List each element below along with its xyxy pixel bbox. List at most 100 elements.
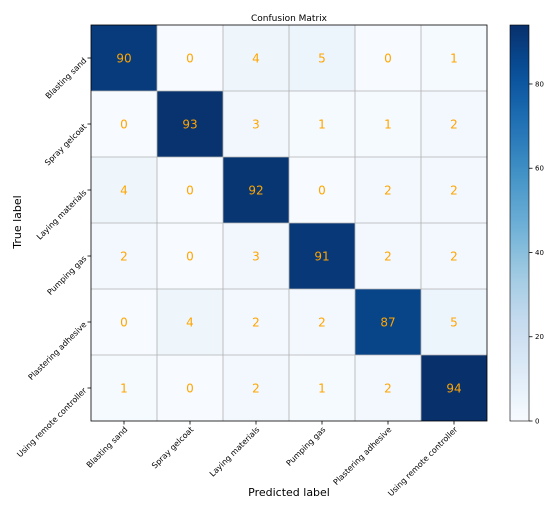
heatmap-cell: [421, 91, 487, 157]
cell-value-label: 93: [182, 118, 197, 132]
cell-value-label: 2: [252, 316, 260, 330]
heatmap-cell: [289, 223, 355, 289]
cell-value-label: 2: [252, 382, 260, 396]
heatmap-cell: [91, 157, 157, 223]
cell-value-label: 0: [186, 184, 194, 198]
cell-value-label: 2: [384, 184, 392, 198]
x-axis-label: Predicted label: [248, 486, 330, 499]
colorbar-tick-label: 80: [535, 80, 544, 88]
heatmap-cell: [91, 25, 157, 91]
colorbar-tick-label: 60: [535, 165, 544, 173]
cell-value-label: 2: [318, 316, 326, 330]
cell-labels: 90 0 4 5 0 1 0 93 3 1 1 2 4 0 92 0 2 2 2 0 3 91 2 2 0 4 2 2 87 5 1 0 2 1 2…: [116, 52, 461, 396]
cell-value-label: 1: [318, 382, 326, 396]
heatmap-cell: [355, 223, 421, 289]
cell-value-label: 2: [384, 250, 392, 264]
chart-title: Confusion Matrix: [251, 14, 328, 24]
colorbar-tick-label: 40: [535, 249, 544, 257]
y-tick-label: Pumping gas: [46, 254, 89, 297]
heatmap-grid: [90, 24, 488, 422]
heatmap-cell: [223, 289, 289, 355]
heatmap-cell: [157, 91, 223, 157]
heatmap-cell: [223, 157, 289, 223]
cell-value-label: 2: [450, 118, 458, 132]
cell-value-label: 2: [450, 250, 458, 264]
x-tick-label: Pumping gas: [285, 425, 328, 468]
y-tick-label: Using remote controller: [15, 386, 89, 460]
heatmap-cell: [289, 355, 355, 421]
cell-value-label: 1: [318, 118, 326, 132]
cell-value-label: 1: [450, 52, 458, 66]
heatmap-cell: [223, 25, 289, 91]
heatmap-cells: [91, 25, 487, 421]
colorbar-tick-label: 0: [535, 418, 539, 426]
cell-value-label: 0: [186, 382, 194, 396]
heatmap-cell: [355, 355, 421, 421]
heatmap-cell: [421, 157, 487, 223]
cell-value-label: 4: [252, 52, 260, 66]
cell-value-label: 5: [318, 52, 326, 66]
cell-value-label: 5: [450, 316, 458, 330]
cell-value-label: 4: [120, 184, 128, 198]
cell-value-label: 2: [384, 382, 392, 396]
heatmap-cell: [421, 289, 487, 355]
cell-value-label: 0: [186, 52, 194, 66]
colorbar-tick-label: 20: [535, 333, 544, 341]
y-tick-label: Spray gelcoat: [43, 122, 88, 167]
y-axis-label: True label: [11, 195, 24, 249]
cell-value-label: 87: [380, 316, 395, 330]
heatmap-cell: [421, 25, 487, 91]
cell-value-label: 90: [116, 52, 131, 66]
y-tick-labels: Blasting sand Spray gelcoat Laying materia…: [15, 56, 91, 459]
cell-value-label: 92: [248, 184, 263, 198]
cell-value-label: 1: [384, 118, 392, 132]
heatmap-cell: [289, 289, 355, 355]
heatmap-cell: [223, 223, 289, 289]
cell-value-label: 94: [446, 382, 461, 396]
heatmap-cell: [289, 25, 355, 91]
colorbar-gradient: [509, 24, 530, 422]
heatmap-cell: [421, 223, 487, 289]
heatmap-cell: [223, 91, 289, 157]
x-tick-label: Blasting sand: [85, 425, 130, 470]
y-tick-label: Plastering adhesive: [27, 320, 89, 382]
heatmap-cell: [157, 289, 223, 355]
heatmap-cell: [91, 91, 157, 157]
cell-value-label: 3: [252, 118, 260, 132]
plot-frame: [90, 24, 488, 422]
cell-value-label: 2: [450, 184, 458, 198]
heatmap-cell: [289, 91, 355, 157]
cell-value-label: 0: [120, 118, 128, 132]
heatmap-cell: [91, 355, 157, 421]
heatmap-cell: [157, 355, 223, 421]
cell-value-label: 0: [384, 52, 392, 66]
cell-value-label: 0: [186, 250, 194, 264]
y-tick-label: Blasting sand: [44, 56, 89, 101]
heatmap-cell: [91, 289, 157, 355]
heatmap-cell: [355, 91, 421, 157]
y-tick-label: Laying materials: [35, 188, 88, 241]
x-tick-label: Spray gelcoat: [150, 425, 195, 470]
heatmap-cell: [157, 223, 223, 289]
heatmap-cell: [223, 355, 289, 421]
cell-value-label: 0: [318, 184, 326, 198]
cell-value-label: 2: [120, 250, 128, 264]
cell-value-label: 4: [186, 316, 194, 330]
heatmap-cell: [355, 289, 421, 355]
heatmap-cell: [91, 223, 157, 289]
cell-value-label: 1: [120, 382, 128, 396]
colorbar: 0 20 40 60 80: [509, 24, 544, 426]
x-tick-label: Plastering adhesive: [332, 425, 394, 487]
cell-value-label: 0: [120, 316, 128, 330]
cell-value-label: 91: [314, 250, 329, 264]
x-tick-label: Using remote controller: [386, 425, 460, 499]
heatmap-cell: [289, 157, 355, 223]
heatmap-cell: [157, 25, 223, 91]
heatmap-cell: [421, 355, 487, 421]
cell-value-label: 3: [252, 250, 260, 264]
heatmap-cell: [355, 25, 421, 91]
heatmap-cell: [157, 157, 223, 223]
x-tick-label: Laying materials: [208, 425, 261, 478]
